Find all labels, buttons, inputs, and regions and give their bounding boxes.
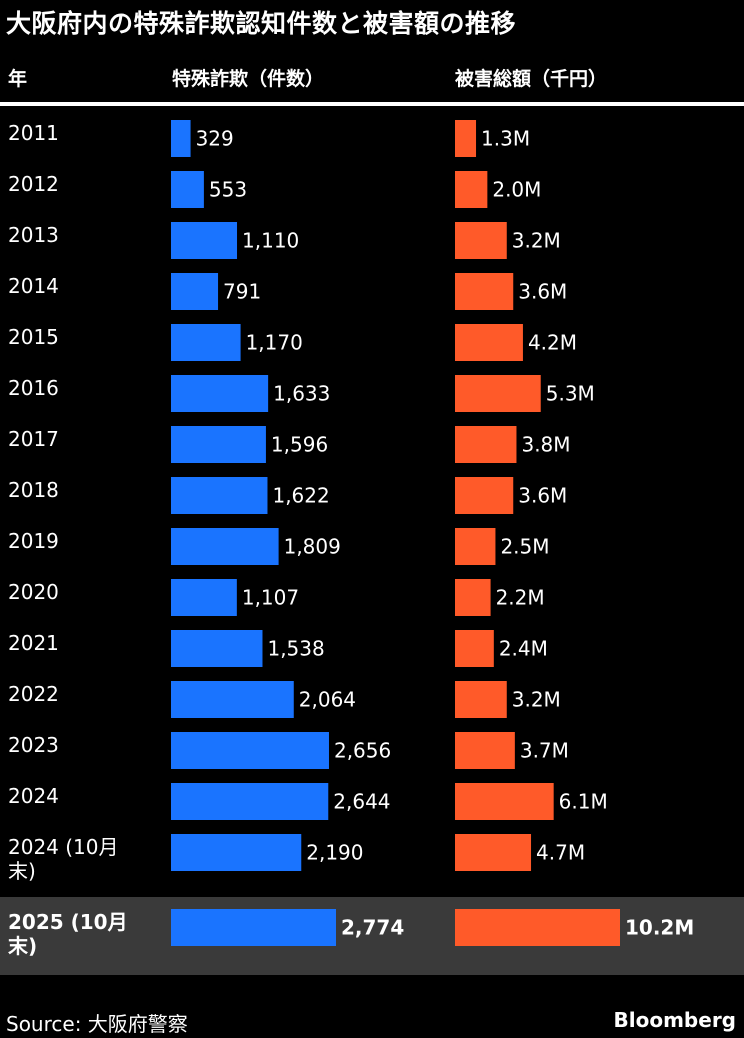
year-label: 2014 [8,274,59,298]
count-value-label: 2,190 [306,841,363,865]
damage-value-label: 4.7M [536,841,585,865]
damage-bar [455,171,488,208]
column-header-damage: 被害総額（千円） [455,68,608,90]
count-value-label: 2,774 [341,916,404,940]
damage-bar [455,273,514,310]
damage-value-label: 2.5M [500,535,549,559]
damage-bar [455,528,496,565]
bloomberg-logo: Bloomberg [613,1008,736,1032]
damage-value-label: 4.2M [528,331,577,355]
year-label: 2022 [8,682,59,706]
count-bar [171,120,191,157]
damage-value-label: 2.4M [499,637,548,661]
count-bar [171,834,302,871]
year-label: 2011 [8,121,59,145]
damage-bar [455,783,554,820]
count-bar [171,477,268,514]
count-bar [171,375,269,412]
damage-value-label: 3.2M [512,229,561,253]
damage-bar [455,477,514,514]
damage-value-label: 2.0M [492,178,541,202]
damage-value-label: 3.2M [512,688,561,712]
count-bar [171,171,204,208]
source-note: Source: 大阪府警察 [6,1012,188,1036]
year-label: 2024 [8,784,59,808]
damage-value-label: 2.2M [496,586,545,610]
damage-value-label: 3.8M [521,433,570,457]
count-bar [171,222,238,259]
count-value-label: 1,110 [242,229,299,253]
count-value-label: 1,633 [273,382,330,406]
year-label: 2021 [8,631,59,655]
count-value-label: 791 [223,280,261,304]
count-bar [171,732,329,769]
count-value-label: 2,644 [333,790,390,814]
column-header-count: 特殊詐欺（件数） [172,68,325,90]
count-bar [171,783,329,820]
damage-bar [455,579,491,616]
damage-value-label: 3.6M [518,280,567,304]
header-rule [0,102,744,106]
count-bar [171,324,241,361]
damage-value-label: 1.3M [481,127,530,151]
count-bar [171,273,219,310]
year-label: 2013 [8,223,59,247]
count-value-label: 553 [209,178,247,202]
damage-bar [455,120,477,157]
year-label: 2019 [8,529,59,553]
count-value-label: 1,596 [271,433,328,457]
damage-bar [455,834,532,871]
count-bar [171,579,237,616]
damage-bar [455,681,507,718]
year-label: 2016 [8,376,59,400]
damage-bar [455,630,494,667]
count-value-label: 2,656 [334,739,391,763]
count-value-label: 329 [196,127,234,151]
year-label: 2018 [8,478,59,502]
damage-bar [455,426,517,463]
year-label: 2015 [8,325,59,349]
damage-bar [455,909,620,946]
count-value-label: 1,170 [246,331,303,355]
damage-bar [455,222,507,259]
damage-bar [455,324,523,361]
damage-bar [455,375,541,412]
count-value-label: 2,064 [299,688,356,712]
year-label: 2024 (10月末) [8,835,119,883]
damage-value-label: 3.7M [520,739,569,763]
damage-value-label: 5.3M [546,382,595,406]
chart-title: 大阪府内の特殊詐欺認知件数と被害額の推移 [6,9,517,38]
year-label: 2020 [8,580,59,604]
count-bar [171,909,336,946]
damage-value-label: 6.1M [559,790,608,814]
count-value-label: 1,809 [284,535,341,559]
count-bar [171,528,279,565]
count-value-label: 1,107 [242,586,299,610]
count-bar [171,681,294,718]
count-bar [171,426,266,463]
count-value-label: 1,538 [267,637,324,661]
count-value-label: 1,622 [272,484,329,508]
damage-bar [455,732,515,769]
year-label: 2023 [8,733,59,757]
damage-value-label: 10.2M [625,916,694,940]
column-header-year: 年 [8,68,28,90]
year-label: 2025 (10月末) [8,910,128,958]
year-label: 2017 [8,427,59,451]
bar-table-chart: 2011 329 1.3M 2012 553 2.0M 2013 1,110 3.2M 2014 7… [0,120,744,975]
count-bar [171,630,263,667]
damage-value-label: 3.6M [518,484,567,508]
year-label: 2012 [8,172,59,196]
